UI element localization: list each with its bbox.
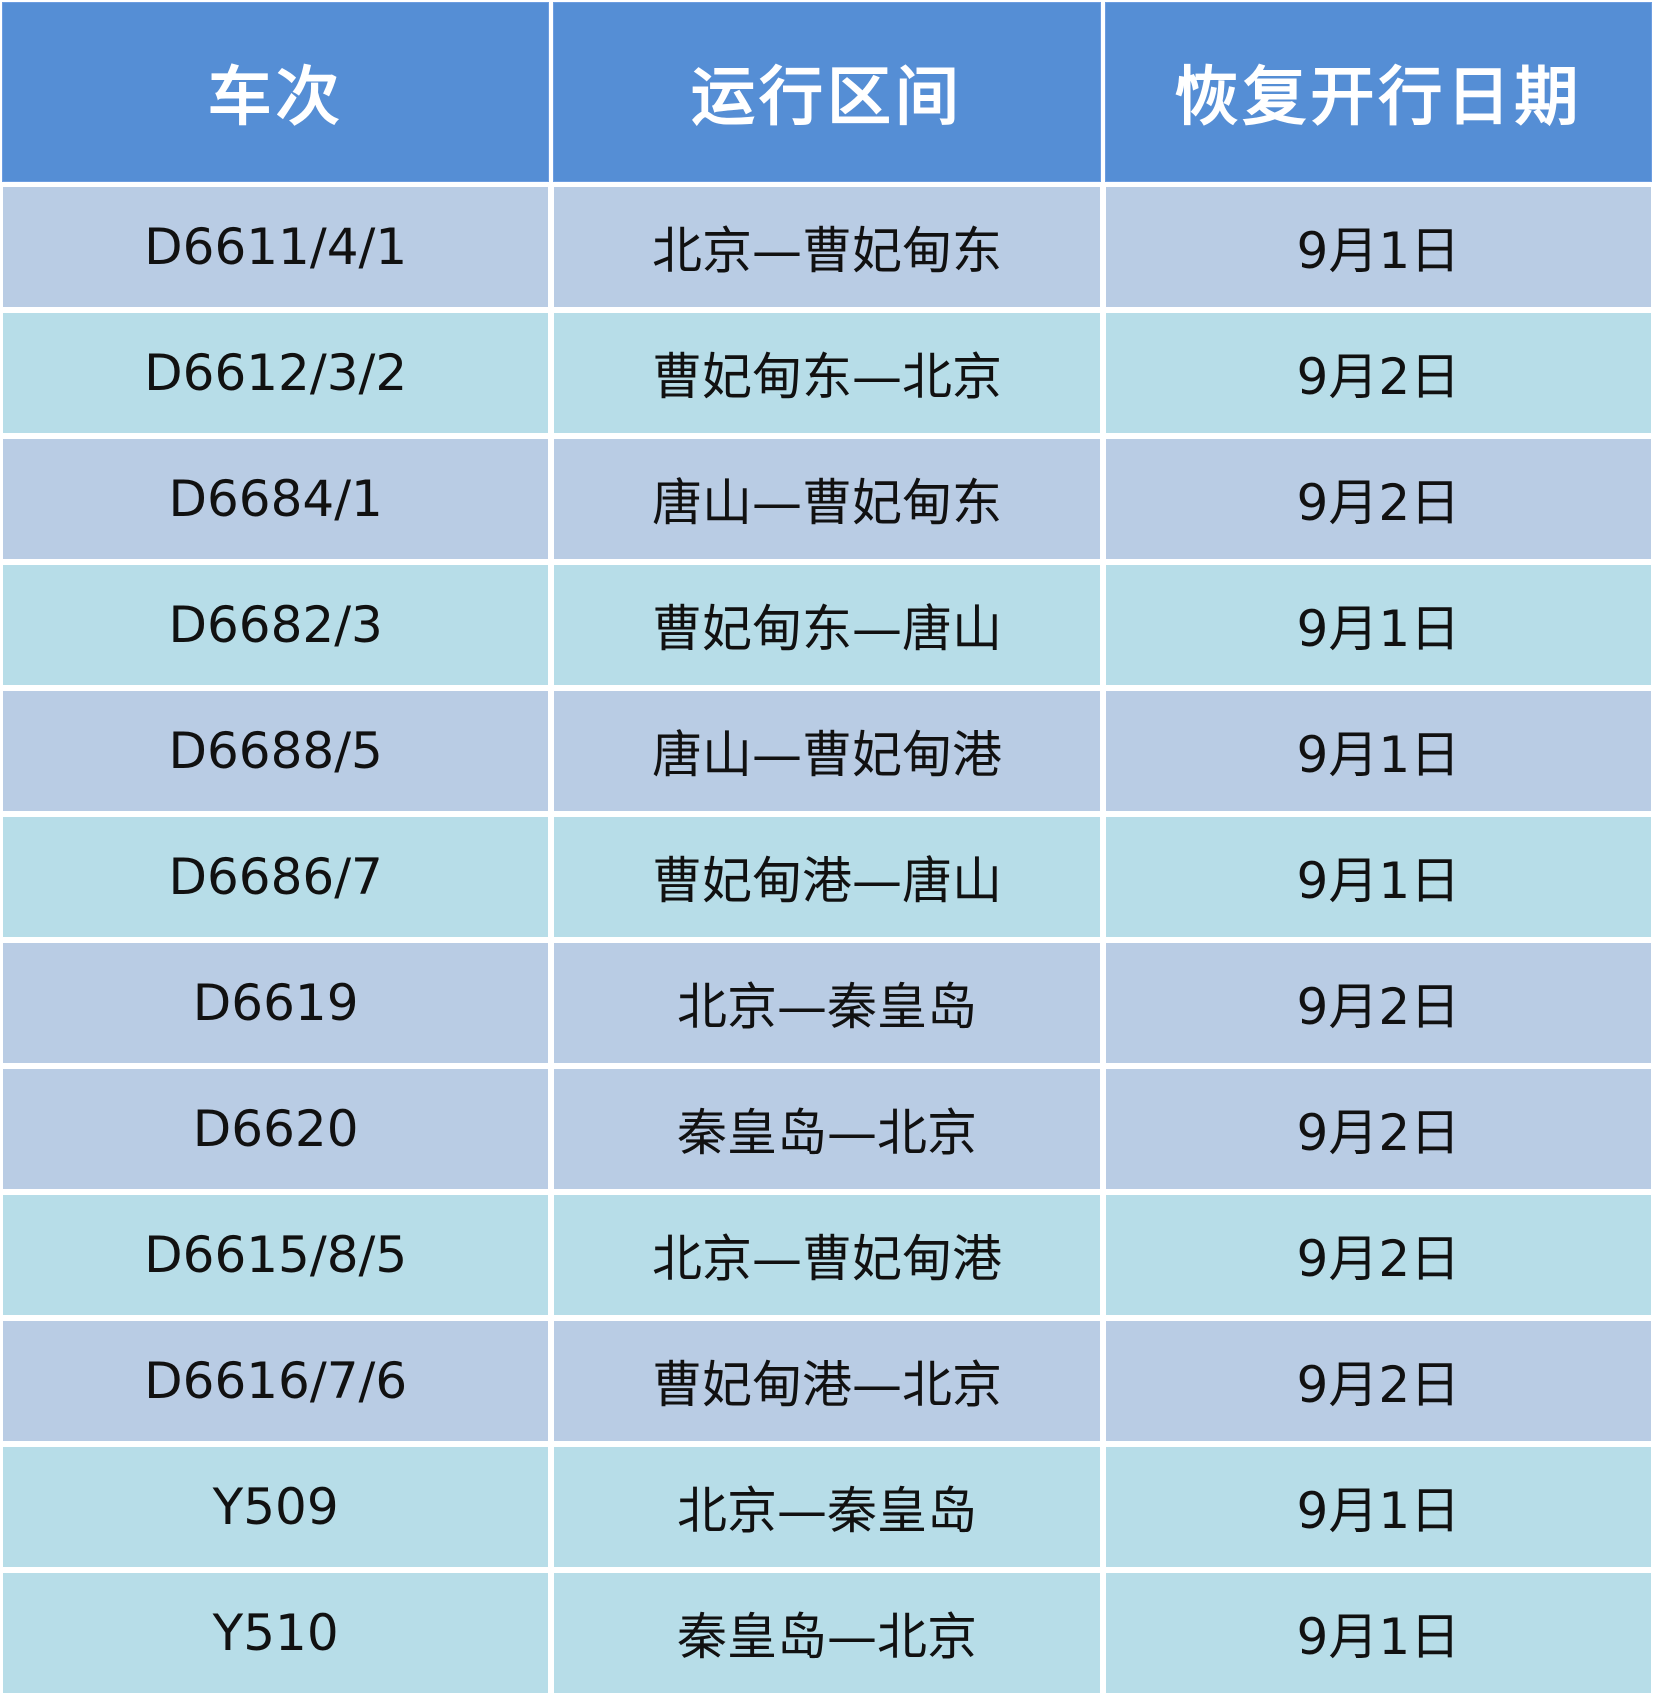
table-body: D6611/4/1 北京—曹妃甸东 9月1日 D6612/3/2 曹妃甸东—北京 9月2日… <box>3 187 1651 1693</box>
date-cell: 9月1日 <box>1105 187 1651 307</box>
table-row: D6686/7 曹妃甸港—唐山 9月1日 <box>3 817 1651 937</box>
header-train: 车次 <box>3 3 549 181</box>
table-row: Y510 秦皇岛—北京 9月1日 <box>3 1573 1651 1693</box>
date-cell: 9月1日 <box>1105 1573 1651 1693</box>
table-row: D6611/4/1 北京—曹妃甸东 9月1日 <box>3 187 1651 307</box>
table-row: D6684/1 唐山—曹妃甸东 9月2日 <box>3 439 1651 559</box>
route-cell: 北京—秦皇岛 <box>554 1447 1100 1567</box>
table-row: D6615/8/5 北京—曹妃甸港 9月2日 <box>3 1195 1651 1315</box>
header-route: 运行区间 <box>554 3 1100 181</box>
train-cell: D6684/1 <box>3 439 549 559</box>
date-cell: 9月1日 <box>1105 1447 1651 1567</box>
table-row: D6682/3 曹妃甸东—唐山 9月1日 <box>3 565 1651 685</box>
header-row: 车次 运行区间 恢复开行日期 <box>3 3 1651 181</box>
date-cell: 9月1日 <box>1105 565 1651 685</box>
train-cell: D6619 <box>3 943 549 1063</box>
date-cell: 9月2日 <box>1105 943 1651 1063</box>
table-row: D6688/5 唐山—曹妃甸港 9月1日 <box>3 691 1651 811</box>
route-cell: 曹妃甸港—北京 <box>554 1321 1100 1441</box>
route-cell: 秦皇岛—北京 <box>554 1573 1100 1693</box>
route-cell: 唐山—曹妃甸港 <box>554 691 1100 811</box>
train-cell: D6686/7 <box>3 817 549 937</box>
train-cell: Y509 <box>3 1447 549 1567</box>
train-cell: D6688/5 <box>3 691 549 811</box>
route-cell: 曹妃甸东—北京 <box>554 313 1100 433</box>
date-cell: 9月2日 <box>1105 313 1651 433</box>
train-cell: Y510 <box>3 1573 549 1693</box>
train-cell: D6620 <box>3 1069 549 1189</box>
date-cell: 9月1日 <box>1105 817 1651 937</box>
train-cell: D6611/4/1 <box>3 187 549 307</box>
table-row: D6620 秦皇岛—北京 9月2日 <box>3 1069 1651 1189</box>
date-cell: 9月2日 <box>1105 1195 1651 1315</box>
route-cell: 唐山—曹妃甸东 <box>554 439 1100 559</box>
table-row: D6619 北京—秦皇岛 9月2日 <box>3 943 1651 1063</box>
route-cell: 北京—曹妃甸东 <box>554 187 1100 307</box>
date-cell: 9月1日 <box>1105 691 1651 811</box>
route-cell: 曹妃甸东—唐山 <box>554 565 1100 685</box>
date-cell: 9月2日 <box>1105 439 1651 559</box>
date-cell: 9月2日 <box>1105 1069 1651 1189</box>
table-row: D6612/3/2 曹妃甸东—北京 9月2日 <box>3 313 1651 433</box>
date-cell: 9月2日 <box>1105 1321 1651 1441</box>
table-row: D6616/7/6 曹妃甸港—北京 9月2日 <box>3 1321 1651 1441</box>
table-row: Y509 北京—秦皇岛 9月1日 <box>3 1447 1651 1567</box>
header-date: 恢复开行日期 <box>1105 3 1651 181</box>
train-cell: D6682/3 <box>3 565 549 685</box>
route-cell: 北京—曹妃甸港 <box>554 1195 1100 1315</box>
train-cell: D6612/3/2 <box>3 313 549 433</box>
route-cell: 北京—秦皇岛 <box>554 943 1100 1063</box>
train-cell: D6616/7/6 <box>3 1321 549 1441</box>
route-cell: 秦皇岛—北京 <box>554 1069 1100 1189</box>
route-cell: 曹妃甸港—唐山 <box>554 817 1100 937</box>
train-cell: D6615/8/5 <box>3 1195 549 1315</box>
